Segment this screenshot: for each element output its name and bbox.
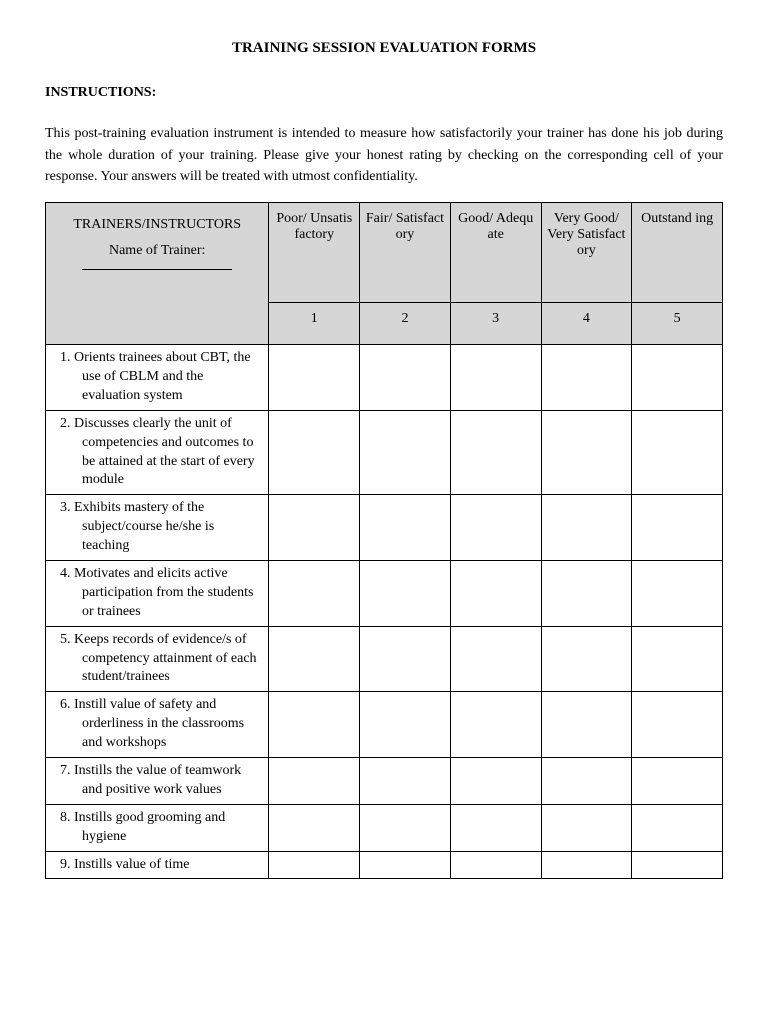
page-title: TRAINING SESSION EVALUATION FORMS	[45, 40, 723, 57]
rating-cell[interactable]	[269, 560, 360, 626]
rating-cell[interactable]	[360, 410, 451, 495]
table-row: 5. Keeps records of evidence/s of compet…	[46, 626, 723, 692]
rating-cell[interactable]	[269, 626, 360, 692]
rating-cell[interactable]	[541, 626, 632, 692]
table-row: 2. Discusses clearly the unit of compete…	[46, 410, 723, 495]
instructions-label: INSTRUCTIONS:	[45, 85, 723, 101]
col-header-5: Outstand ing	[632, 203, 723, 303]
col-header-3: Good/ Adequ ate	[450, 203, 541, 303]
col-num-5: 5	[632, 303, 723, 345]
rating-cell[interactable]	[450, 692, 541, 758]
rating-cell[interactable]	[450, 851, 541, 879]
rating-cell[interactable]	[632, 560, 723, 626]
evaluation-table: TRAINERS/INSTRUCTORS Name of Trainer: Po…	[45, 202, 723, 879]
instructions-text: This post-training evaluation instrument…	[45, 123, 723, 188]
item-cell: 4. Motivates and elicits active particip…	[46, 560, 269, 626]
rating-cell[interactable]	[360, 804, 451, 851]
col-num-4: 4	[541, 303, 632, 345]
table-row: 4. Motivates and elicits active particip…	[46, 560, 723, 626]
col-num-3: 3	[450, 303, 541, 345]
rating-cell[interactable]	[541, 851, 632, 879]
rating-cell[interactable]	[541, 495, 632, 561]
table-row: 7. Instills the value of teamwork and po…	[46, 757, 723, 804]
item-cell: 8. Instills good grooming and hygiene	[46, 804, 269, 851]
table-row: 3. Exhibits mastery of the subject/cours…	[46, 495, 723, 561]
col-header-1: Poor/ Unsatis factory	[269, 203, 360, 303]
rating-cell[interactable]	[541, 757, 632, 804]
col-header-2: Fair/ Satisfact ory	[360, 203, 451, 303]
rating-cell[interactable]	[632, 345, 723, 411]
rating-cell[interactable]	[632, 410, 723, 495]
rating-cell[interactable]	[632, 495, 723, 561]
rating-cell[interactable]	[360, 851, 451, 879]
rating-cell[interactable]	[269, 804, 360, 851]
rating-cell[interactable]	[450, 757, 541, 804]
rating-cell[interactable]	[541, 692, 632, 758]
header-trainer: TRAINERS/INSTRUCTORS Name of Trainer:	[46, 203, 269, 345]
rating-cell[interactable]	[632, 804, 723, 851]
item-cell: 5. Keeps records of evidence/s of compet…	[46, 626, 269, 692]
table-row: 6. Instill value of safety and orderline…	[46, 692, 723, 758]
rating-cell[interactable]	[450, 495, 541, 561]
rating-cell[interactable]	[541, 345, 632, 411]
rating-cell[interactable]	[360, 692, 451, 758]
table-body: 1. Orients trainees about CBT, the use o…	[46, 345, 723, 879]
rating-cell[interactable]	[360, 757, 451, 804]
rating-cell[interactable]	[450, 410, 541, 495]
item-cell: 2. Discusses clearly the unit of compete…	[46, 410, 269, 495]
rating-cell[interactable]	[269, 757, 360, 804]
rating-cell[interactable]	[541, 804, 632, 851]
rating-cell[interactable]	[632, 851, 723, 879]
rating-cell[interactable]	[450, 560, 541, 626]
col-num-2: 2	[360, 303, 451, 345]
rating-cell[interactable]	[541, 560, 632, 626]
header-name-of-trainer: Name of Trainer:	[50, 243, 264, 259]
item-cell: 6. Instill value of safety and orderline…	[46, 692, 269, 758]
trainer-name-line	[82, 269, 232, 270]
rating-cell[interactable]	[450, 804, 541, 851]
col-header-4: Very Good/ Very Satisfact ory	[541, 203, 632, 303]
rating-cell[interactable]	[632, 626, 723, 692]
item-cell: 1. Orients trainees about CBT, the use o…	[46, 345, 269, 411]
table-row: 1. Orients trainees about CBT, the use o…	[46, 345, 723, 411]
rating-cell[interactable]	[269, 692, 360, 758]
rating-cell[interactable]	[450, 626, 541, 692]
col-num-1: 1	[269, 303, 360, 345]
table-row: 9. Instills value of time	[46, 851, 723, 879]
rating-cell[interactable]	[269, 345, 360, 411]
rating-cell[interactable]	[360, 495, 451, 561]
item-cell: 9. Instills value of time	[46, 851, 269, 879]
rating-cell[interactable]	[269, 410, 360, 495]
rating-cell[interactable]	[450, 345, 541, 411]
item-cell: 3. Exhibits mastery of the subject/cours…	[46, 495, 269, 561]
header-trainers-instructors: TRAINERS/INSTRUCTORS	[50, 217, 264, 233]
rating-cell[interactable]	[632, 757, 723, 804]
rating-cell[interactable]	[360, 626, 451, 692]
rating-cell[interactable]	[269, 851, 360, 879]
rating-cell[interactable]	[632, 692, 723, 758]
table-row: 8. Instills good grooming and hygiene	[46, 804, 723, 851]
rating-cell[interactable]	[360, 560, 451, 626]
rating-cell[interactable]	[269, 495, 360, 561]
rating-cell[interactable]	[541, 410, 632, 495]
item-cell: 7. Instills the value of teamwork and po…	[46, 757, 269, 804]
rating-cell[interactable]	[360, 345, 451, 411]
